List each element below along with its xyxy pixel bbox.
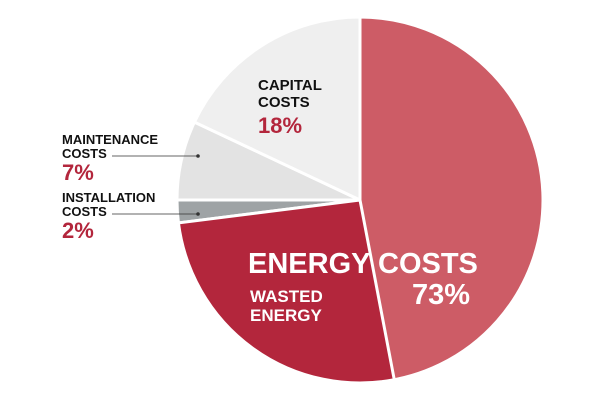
sub-label: WASTED ENERGY	[250, 287, 323, 325]
category-label: MAINTENANCE COSTS	[62, 132, 159, 162]
category-label: ENERGY COSTS	[248, 248, 478, 280]
category-label: CAPITAL COSTS	[258, 77, 322, 111]
leader-dot	[196, 212, 200, 216]
value-label: 18%	[258, 113, 303, 138]
leader-dot	[196, 154, 200, 158]
value-label: 73%	[412, 279, 471, 311]
sub-slice	[176, 198, 397, 385]
slice	[192, 15, 362, 203]
slices	[175, 15, 545, 385]
value-label: 2%	[62, 218, 94, 243]
value-label: 7%	[62, 160, 94, 185]
category-label: INSTALLATION COSTS	[62, 190, 156, 220]
